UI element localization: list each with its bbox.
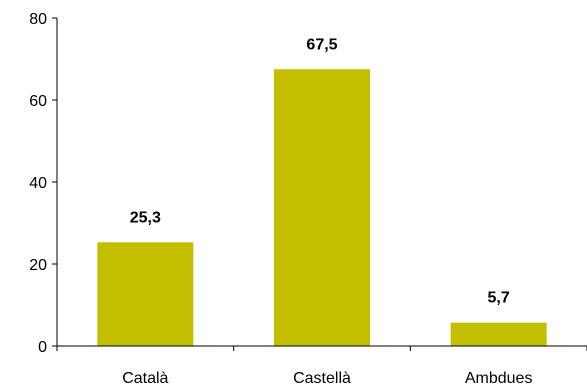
data-label: 25,3 (130, 209, 161, 226)
bar-ambdues (450, 322, 547, 346)
y-tick-label: 40 (29, 175, 47, 192)
bar-castell- (274, 69, 370, 346)
y-tick-label: 80 (29, 11, 47, 28)
bar-catal- (97, 242, 194, 346)
data-label: 67,5 (306, 36, 337, 53)
x-category-label: Ambdues (465, 370, 533, 387)
y-tick-label: 20 (29, 257, 47, 274)
plot-area: 0 20 40 60 80 Català Castellà Ambdues 25,3 67,5 5,… (29, 11, 587, 387)
y-tick-label: 60 (29, 93, 47, 110)
x-category-label: Castellà (293, 370, 351, 387)
y-tick-label: 0 (38, 339, 47, 356)
x-category-label: Català (122, 370, 168, 387)
data-label: 5,7 (488, 290, 510, 307)
